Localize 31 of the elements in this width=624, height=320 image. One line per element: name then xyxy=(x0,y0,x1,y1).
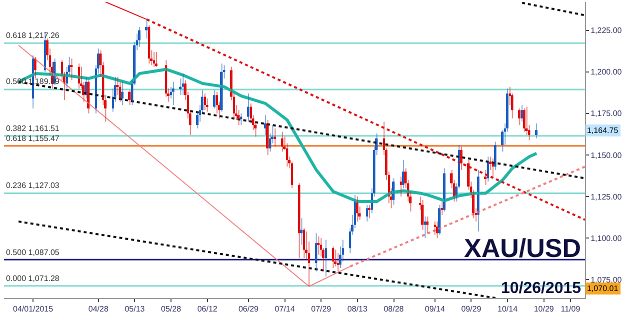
x-tick-label: 06/12 xyxy=(197,304,218,314)
x-tick-label: 04/01/2015 xyxy=(13,304,54,314)
ref-line-label: 0.500 1,087.05 xyxy=(6,248,60,257)
annotation: 1,070.01 xyxy=(587,284,619,293)
x-tick-label: 10/29 xyxy=(534,304,554,314)
y-tick-label: 1,175.00 xyxy=(590,109,622,118)
x-tick-label: 07/29 xyxy=(311,304,332,314)
annotation: XAU/USD xyxy=(464,233,582,263)
ref-line-label: 0.000 1,071.28 xyxy=(6,274,60,283)
y-tick-label: 1,225.00 xyxy=(590,26,622,36)
ref-line-label: 0.382 1,161.51 xyxy=(6,124,60,133)
annotation: 1,164.75 xyxy=(587,126,619,135)
x-tick-label: 07/14 xyxy=(274,304,296,314)
x-tick-label: 11/09 xyxy=(560,304,581,314)
x-tick-label: 08/13 xyxy=(347,304,368,314)
y-tick-label: 1,150.00 xyxy=(590,150,622,160)
x-tick-label: 04/28 xyxy=(88,304,109,314)
y-tick-label: 1,125.00 xyxy=(590,192,622,202)
x-tick-label: 06/29 xyxy=(238,304,260,314)
annotation: 10/26/2015 xyxy=(501,280,582,297)
x-tick-label: 09/29 xyxy=(461,304,482,314)
x-tick-label: 08/28 xyxy=(384,304,404,314)
ref-line-label: 0.618 1,155.47 xyxy=(6,134,60,143)
x-tick-label: 05/13 xyxy=(124,304,146,314)
ref-line-label: 0.236 1,127.03 xyxy=(6,181,60,190)
y-tick-label: 1,075.00 xyxy=(590,276,622,285)
x-tick-label: 05/28 xyxy=(161,304,182,314)
x-tick-label: 10/14 xyxy=(498,304,518,314)
y-tick-label: 1,100.00 xyxy=(590,234,622,243)
x-tick-label: 09/14 xyxy=(424,304,446,314)
y-tick-label: 1,200.00 xyxy=(590,68,622,77)
